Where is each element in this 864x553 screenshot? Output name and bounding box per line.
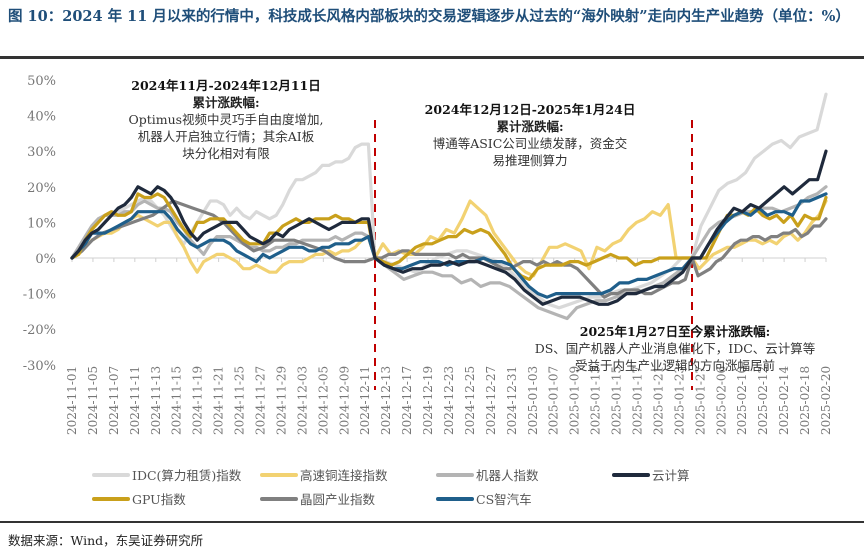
legend-label: 高速铜连接指数 bbox=[300, 468, 388, 483]
annotation-heading: 2024年12月12日-2025年1月24日 bbox=[424, 102, 636, 117]
x-tick-label: 2024-11-07 bbox=[107, 366, 121, 435]
annotation-body-line: 易推理侧算力 bbox=[492, 153, 568, 168]
annotation-period-1: 2024年11月-2024年12月11日 累计涨跌幅: Optimus视频中灵巧… bbox=[95, 77, 357, 162]
x-tick-label: 2024-11-21 bbox=[212, 366, 226, 435]
legend-label: 机器人指数 bbox=[476, 468, 539, 483]
annotation-sub: 累计涨跌幅: bbox=[192, 95, 260, 110]
series-line-4 bbox=[70, 192, 828, 281]
x-tick-label: 2024-12-09 bbox=[337, 366, 351, 435]
legend-item-cloud: 云计算 bbox=[612, 465, 690, 484]
x-tick-label: 2025-02-10 bbox=[735, 366, 749, 435]
series-line-5 bbox=[70, 199, 828, 299]
legend-swatch bbox=[260, 496, 298, 501]
legend-swatch bbox=[612, 472, 650, 477]
x-tick-label: 2024-12-11 bbox=[358, 366, 372, 435]
series-line-3 bbox=[70, 149, 828, 306]
x-tick-label: 2025-01-21 bbox=[651, 366, 665, 435]
x-tick-label: 2024-12-19 bbox=[421, 366, 435, 435]
series-line-1 bbox=[70, 199, 828, 278]
x-tick-label: 2025-01-15 bbox=[610, 366, 624, 435]
legend-item-robot: 机器人指数 bbox=[436, 465, 539, 484]
annotation-body-line: DS、国产机器人产业消息催化下，IDC、云计算等 bbox=[534, 341, 816, 356]
x-tick-label: 2024-12-23 bbox=[442, 366, 456, 435]
legend-label: IDC(算力租赁)指数 bbox=[132, 468, 242, 483]
legend-item-gpu: GPU指数 bbox=[92, 489, 186, 508]
legend-swatch bbox=[436, 472, 474, 477]
figure-title: 图 10：2024 年 11 月以来的行情中，科技成长风格内部板块的交易逻辑逐步… bbox=[8, 8, 850, 25]
x-tick-label: 2025-01-17 bbox=[631, 366, 645, 435]
series-lines bbox=[70, 92, 828, 321]
x-tick-label: 2024-12-03 bbox=[295, 366, 309, 435]
y-tick-label: 0% bbox=[35, 252, 56, 267]
legend-item-wafer: 晶圆产业指数 bbox=[260, 489, 375, 508]
x-tick-label: 2025-01-27 bbox=[693, 366, 707, 435]
x-tick-label: 2025-02-18 bbox=[798, 366, 812, 435]
x-tick-label: 2024-12-17 bbox=[400, 366, 414, 435]
x-tick-label: 2024-11-01 bbox=[65, 366, 79, 435]
legend-swatch bbox=[92, 496, 130, 501]
annotation-period-2: 2024年12月12日-2025年1月24日 累计涨跌幅: 博通等ASIC公司业… bbox=[405, 101, 655, 169]
legend-label: 晶圆产业指数 bbox=[300, 492, 376, 507]
y-tick-label: 40% bbox=[27, 110, 56, 125]
x-tick-label: 2025-02-06 bbox=[714, 366, 728, 435]
annotation-body-line: 机器人开启独立行情；其余AI板 bbox=[137, 129, 315, 144]
x-tick-label: 2025-01-07 bbox=[547, 366, 561, 435]
x-tick-label: 2025-02-12 bbox=[756, 366, 770, 435]
annotation-body-line: Optimus视频中灵巧手自由度增加, bbox=[128, 112, 324, 127]
data-source: 数据来源：Wind，东吴证券研究所 bbox=[8, 533, 204, 548]
annotation-body-line: 博通等ASIC公司业绩发酵，资金交 bbox=[432, 136, 628, 151]
x-tick-label: 2024-11-13 bbox=[149, 366, 163, 435]
legend-item-copper: 高速铜连接指数 bbox=[260, 465, 388, 484]
x-tick-label: 2024-11-05 bbox=[86, 366, 100, 435]
x-tick-label: 2024-11-29 bbox=[274, 366, 288, 435]
x-tick-label: 2024-11-15 bbox=[170, 366, 184, 435]
y-tick-label: -30% bbox=[23, 359, 56, 374]
annotation-heading: 2024年11月-2024年12月11日 bbox=[131, 78, 321, 93]
annotation-body-line: 受益于内生产业逻辑的方向涨幅居前 bbox=[574, 358, 775, 373]
legend-item-idc: IDC(算力租赁)指数 bbox=[92, 465, 241, 484]
bottom-rule bbox=[0, 521, 864, 523]
x-tick-label: 2025-01-13 bbox=[589, 366, 603, 435]
y-tick-label: -10% bbox=[23, 288, 56, 303]
annotation-heading: 2025年1月27日至今累计涨跌幅: bbox=[579, 324, 771, 339]
annotation-body-line: 块分化相对有限 bbox=[182, 146, 270, 161]
x-tick-label: 2025-02-14 bbox=[777, 365, 791, 435]
legend-swatch bbox=[436, 496, 474, 501]
x-tick-label: 2024-12-27 bbox=[484, 366, 498, 435]
x-tick-label: 2024-11-25 bbox=[233, 366, 247, 435]
x-tick-label: 2024-11-27 bbox=[254, 366, 268, 435]
legend-label: 云计算 bbox=[652, 468, 690, 483]
x-tick-label: 2025-01-03 bbox=[526, 366, 540, 435]
y-tick-label: -20% bbox=[23, 323, 56, 338]
legend-label: CS智汽车 bbox=[476, 492, 532, 507]
top-rule bbox=[0, 56, 864, 59]
x-tick-label: 2025-01-23 bbox=[672, 366, 686, 435]
x-tick-label: 2024-12-25 bbox=[463, 366, 477, 435]
annotation-sub: 累计涨跌幅: bbox=[496, 119, 564, 134]
legend-swatch bbox=[92, 472, 130, 477]
y-tick-label: 30% bbox=[27, 145, 56, 160]
period-dividers bbox=[374, 120, 693, 390]
x-axis: 2024-11-01 2024-11-05 2024-11-07 2024-11-11… bbox=[65, 257, 833, 435]
y-tick-label: 20% bbox=[27, 181, 56, 196]
legend-swatch bbox=[260, 472, 298, 477]
annotation-period-3: 2025年1月27日至今累计涨跌幅: DS、国产机器人产业消息催化下，IDC、云… bbox=[500, 323, 850, 374]
x-tick-label: 2025-02-20 bbox=[819, 366, 833, 435]
x-tick-label: 2024-11-19 bbox=[191, 366, 205, 435]
x-tick-label: 2025-01-09 bbox=[568, 366, 582, 435]
x-tick-label: 2024-12-05 bbox=[316, 366, 330, 435]
x-tick-label: 2024-12-31 bbox=[505, 366, 519, 435]
x-tick-label: 2024-12-13 bbox=[379, 366, 393, 435]
y-axis: -30% -20% -10% 0% 10% 20% 30% 40% 50% bbox=[23, 74, 56, 374]
line-chart: -30% -20% -10% 0% 10% 20% 30% 40% 50% 2024-11-01… bbox=[23, 74, 833, 435]
legend-item-cs-auto: CS智汽车 bbox=[436, 489, 532, 508]
y-tick-label: 10% bbox=[27, 216, 56, 231]
y-tick-label: 50% bbox=[27, 74, 56, 89]
x-tick-label: 2024-11-11 bbox=[128, 366, 142, 435]
legend-label: GPU指数 bbox=[132, 492, 186, 507]
